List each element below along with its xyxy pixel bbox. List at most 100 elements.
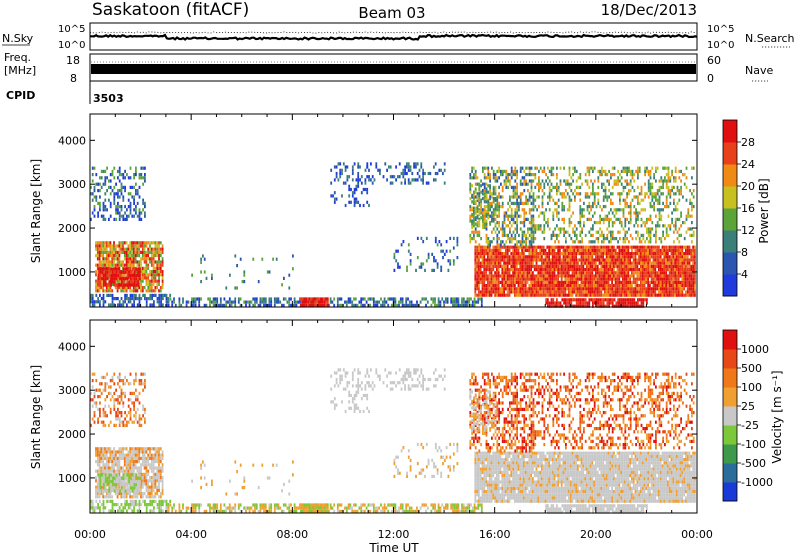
power-cell <box>482 252 484 255</box>
power-cell <box>687 262 689 265</box>
power-cell <box>626 265 628 268</box>
power-cell <box>469 176 471 179</box>
power-cell <box>435 237 437 240</box>
power-cell <box>421 266 423 269</box>
power-cell <box>486 223 488 226</box>
power-cell <box>671 268 673 271</box>
power-cell <box>494 294 496 297</box>
power-cell <box>151 264 153 267</box>
power-cell <box>662 202 664 205</box>
power-cell <box>633 281 635 284</box>
power-cell <box>119 167 121 170</box>
power-cell <box>608 246 610 249</box>
power-cell <box>554 284 556 287</box>
power-cell <box>408 250 410 253</box>
power-cell <box>252 258 254 261</box>
power-cell <box>101 260 103 263</box>
power-cell <box>592 189 594 192</box>
power-cell <box>628 170 630 173</box>
power-cell <box>626 252 628 255</box>
power-cell <box>151 270 153 273</box>
power-cell <box>655 227 657 230</box>
power-cell <box>94 189 96 192</box>
power-cell <box>496 208 498 211</box>
power-cell <box>112 170 114 173</box>
power-cell <box>588 195 590 198</box>
power-cell <box>542 199 544 202</box>
power-cell <box>624 221 626 224</box>
power-cell <box>520 243 522 246</box>
power-cell <box>529 199 531 202</box>
power-cell <box>597 294 599 297</box>
power-cell <box>480 179 482 182</box>
power-cell <box>288 274 290 277</box>
power-cell <box>104 251 106 254</box>
power-cell <box>601 234 603 237</box>
power-cell <box>608 294 610 297</box>
power-cell <box>623 199 625 202</box>
power-cell <box>505 255 507 258</box>
power-cell <box>615 294 617 297</box>
power-cell <box>533 199 535 202</box>
power-cell <box>478 243 480 246</box>
power-cell <box>442 250 444 253</box>
power-cell <box>162 294 164 297</box>
power-cell <box>566 294 568 297</box>
power-cell <box>574 234 576 237</box>
power-cell <box>572 274 574 277</box>
power-cell <box>99 289 101 292</box>
power-cell <box>491 274 493 277</box>
power-cell <box>528 268 530 271</box>
power-cell <box>659 218 661 221</box>
power-cell <box>119 179 121 182</box>
power-cell <box>547 298 549 301</box>
power-cell <box>608 298 610 301</box>
power-cell <box>483 290 485 293</box>
power-cell <box>139 176 141 179</box>
power-cell <box>384 162 386 165</box>
power-cell <box>453 259 455 262</box>
power-cell <box>691 205 693 208</box>
power-cell <box>288 297 290 300</box>
power-cell <box>627 284 629 287</box>
velocity-cell <box>95 489 97 492</box>
power-cell <box>581 237 583 240</box>
power-cell <box>357 165 359 168</box>
power-cell <box>156 260 158 263</box>
power-cell <box>595 265 597 268</box>
power-cell <box>487 265 489 268</box>
power-cell <box>572 167 574 170</box>
power-cell <box>211 301 213 304</box>
power-cell <box>642 246 644 249</box>
power-cell <box>570 278 572 281</box>
power-cell <box>117 192 119 195</box>
power-cell <box>516 278 518 281</box>
power-cell <box>552 287 554 290</box>
power-cell <box>692 246 694 249</box>
power-cell <box>129 260 131 263</box>
power-cell <box>570 189 572 192</box>
power-cell <box>504 211 506 214</box>
power-cell <box>660 262 662 265</box>
power-cell <box>505 281 507 284</box>
power-cell <box>140 289 142 292</box>
power-cell <box>675 218 677 221</box>
power-cell <box>110 186 112 189</box>
power-cell <box>583 224 585 227</box>
power-cell <box>507 255 509 258</box>
power-cell <box>588 284 590 287</box>
power-cell <box>694 281 696 284</box>
power-cell <box>131 244 133 247</box>
power-cell <box>584 287 586 290</box>
power-cell <box>622 284 624 287</box>
power-cell <box>108 294 110 297</box>
power-cell <box>692 262 694 265</box>
power-cell <box>513 170 515 173</box>
power-cell <box>292 267 294 270</box>
power-cell <box>493 237 495 240</box>
power-cell <box>599 227 601 230</box>
power-cell <box>300 297 302 300</box>
power-cell <box>94 167 96 170</box>
power-cell <box>637 215 639 218</box>
power-cell <box>604 284 606 287</box>
